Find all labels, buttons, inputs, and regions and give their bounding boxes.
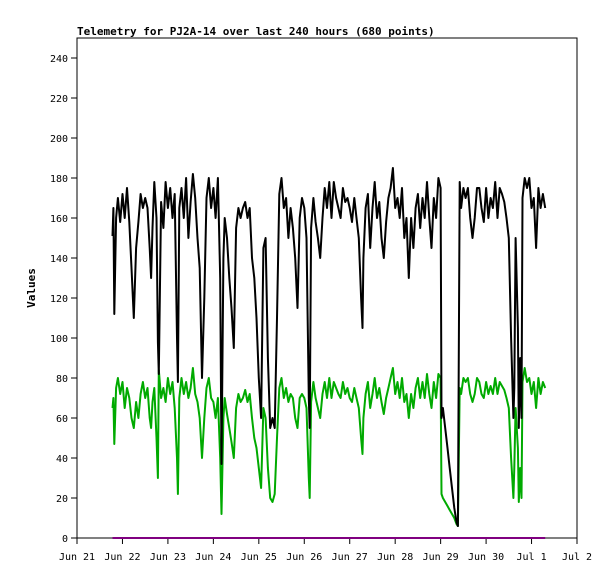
- y-tick-label: 80: [56, 374, 68, 385]
- y-tick-label: 240: [50, 54, 68, 65]
- x-tick-label: Jun 26: [286, 552, 322, 563]
- y-tick-label: 160: [50, 214, 68, 225]
- y-axis-label: Values: [25, 268, 38, 308]
- x-tick-label: Jul 1: [516, 552, 546, 563]
- series-layer: [111, 167, 547, 539]
- y-tick-label: 220: [50, 94, 68, 105]
- x-tick-label: Jun 27: [332, 552, 368, 563]
- x-tick-label: Jun 28: [377, 552, 413, 563]
- x-tick-label: Jun 24: [195, 552, 231, 563]
- x-tick-label: Jun 23: [150, 552, 186, 563]
- chart-title: Telemetry for PJ2A-14 over last 240 hour…: [77, 25, 435, 38]
- x-axis-ticks: Jun 21 Jun 22 Jun 23 Jun 24 Jun 25 Jun 26 Jun …: [59, 538, 592, 563]
- y-tick-label: 120: [50, 294, 68, 305]
- y-axis-ticks: 0 20 40 60 80 100 120 140 160 180 200 220 240: [50, 54, 77, 545]
- y-tick-label: 20: [56, 494, 68, 505]
- y-tick-label: 180: [50, 174, 68, 185]
- x-tick-label: Jun 22: [104, 552, 140, 563]
- y-tick-label: 60: [56, 414, 68, 425]
- x-tick-label: Jun 21: [59, 552, 95, 563]
- y-tick-label: 140: [50, 254, 68, 265]
- x-tick-label: Jul 2: [562, 552, 592, 563]
- y-tick-label: 200: [50, 134, 68, 145]
- y-tick-label: 100: [50, 334, 68, 345]
- plot-frame: [76, 37, 578, 539]
- x-tick-label: Jun 30: [468, 552, 504, 563]
- x-tick-label: Jun 29: [423, 552, 459, 563]
- x-tick-label: Jun 25: [241, 552, 277, 563]
- series-line-1: [111, 367, 547, 527]
- series-line-0: [111, 167, 547, 527]
- y-tick-label: 40: [56, 454, 68, 465]
- y-tick-label: 0: [62, 534, 68, 545]
